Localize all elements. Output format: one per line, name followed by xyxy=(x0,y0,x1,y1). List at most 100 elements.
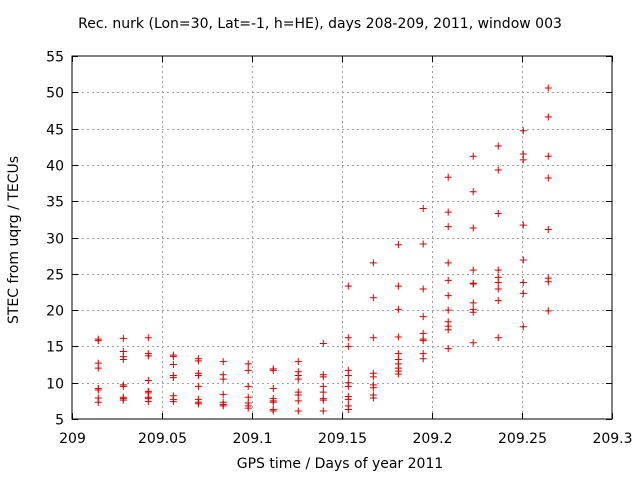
data-point xyxy=(144,377,152,385)
data-point xyxy=(394,370,402,378)
plot-frame xyxy=(71,55,613,420)
data-point xyxy=(494,279,502,287)
data-point xyxy=(544,152,552,160)
x-tick-label: 209.1 xyxy=(232,431,272,447)
y-tick-label: 55 xyxy=(46,50,64,66)
data-point xyxy=(319,407,327,415)
data-point xyxy=(294,407,302,415)
y-tick-label: 50 xyxy=(46,86,64,102)
data-point xyxy=(294,397,302,405)
data-point xyxy=(344,371,352,379)
data-point xyxy=(344,342,352,350)
data-point xyxy=(519,256,527,264)
data-point xyxy=(519,323,527,331)
data-point xyxy=(344,282,352,290)
data-point xyxy=(319,388,327,396)
x-tick-label: 209.25 xyxy=(498,431,547,447)
data-point xyxy=(144,334,152,342)
data-point xyxy=(344,334,352,342)
data-point xyxy=(419,285,427,293)
data-point xyxy=(544,307,552,315)
data-point xyxy=(469,339,477,347)
data-point xyxy=(394,305,402,313)
y-tick-label: 25 xyxy=(46,268,64,284)
data-point xyxy=(119,382,127,390)
y-tick-label: 20 xyxy=(46,304,64,320)
data-point xyxy=(444,292,452,300)
data-point xyxy=(469,266,477,274)
data-point xyxy=(244,382,252,390)
data-point xyxy=(244,366,252,374)
data-point xyxy=(269,407,277,415)
data-point xyxy=(94,337,102,345)
data-point xyxy=(419,313,427,321)
data-point xyxy=(169,374,177,382)
data-point xyxy=(544,84,552,92)
y-tick-label: 35 xyxy=(46,195,64,211)
data-point xyxy=(119,396,127,404)
data-point xyxy=(319,373,327,381)
data-point xyxy=(419,355,427,363)
data-point xyxy=(494,142,502,150)
data-point xyxy=(169,361,177,369)
data-point xyxy=(394,333,402,341)
data-point xyxy=(469,152,477,160)
data-point xyxy=(194,400,202,408)
data-point xyxy=(119,355,127,363)
data-point xyxy=(544,113,552,121)
data-points xyxy=(94,84,552,415)
data-point xyxy=(419,240,427,248)
data-point xyxy=(444,259,452,267)
data-point xyxy=(319,396,327,404)
data-point xyxy=(444,306,452,314)
data-point xyxy=(444,208,452,216)
data-point xyxy=(419,204,427,212)
data-point xyxy=(294,358,302,366)
data-point xyxy=(519,156,527,164)
data-point xyxy=(469,224,477,232)
y-tick-label: 40 xyxy=(46,159,64,175)
data-point xyxy=(219,358,227,366)
data-point xyxy=(369,373,377,381)
data-point xyxy=(544,278,552,286)
data-point xyxy=(544,174,552,182)
data-point xyxy=(394,282,402,290)
x-tick-label: 209.3 xyxy=(592,431,632,447)
x-tick-label: 209.05 xyxy=(138,431,187,447)
data-point xyxy=(194,357,202,365)
y-tick-label: 5 xyxy=(55,413,64,429)
y-axis-label: STEC from uqrg / TECUs xyxy=(6,155,22,325)
data-point xyxy=(494,266,502,274)
y-tick-label: 45 xyxy=(46,123,64,139)
data-point xyxy=(244,404,252,412)
data-point xyxy=(369,384,377,392)
data-point xyxy=(169,353,177,361)
data-point xyxy=(444,345,452,353)
data-point xyxy=(444,223,452,231)
data-point xyxy=(369,259,377,267)
data-point xyxy=(444,326,452,334)
data-point xyxy=(519,221,527,229)
data-point xyxy=(244,360,252,368)
data-point xyxy=(169,398,177,406)
data-point xyxy=(269,366,277,374)
data-point xyxy=(94,364,102,372)
data-point xyxy=(519,127,527,135)
data-point xyxy=(469,280,477,288)
data-point xyxy=(194,382,202,390)
data-point xyxy=(494,297,502,305)
data-point xyxy=(294,375,302,383)
data-point xyxy=(494,210,502,218)
grid-lines xyxy=(72,56,612,419)
data-point xyxy=(219,390,227,398)
data-point xyxy=(344,406,352,414)
data-point xyxy=(194,371,202,379)
data-point xyxy=(519,279,527,287)
y-tick-label: 10 xyxy=(46,377,64,393)
data-point xyxy=(494,166,502,174)
data-point xyxy=(469,308,477,316)
data-point xyxy=(94,398,102,406)
data-point xyxy=(344,395,352,403)
x-tick-label: 209 xyxy=(59,431,86,447)
